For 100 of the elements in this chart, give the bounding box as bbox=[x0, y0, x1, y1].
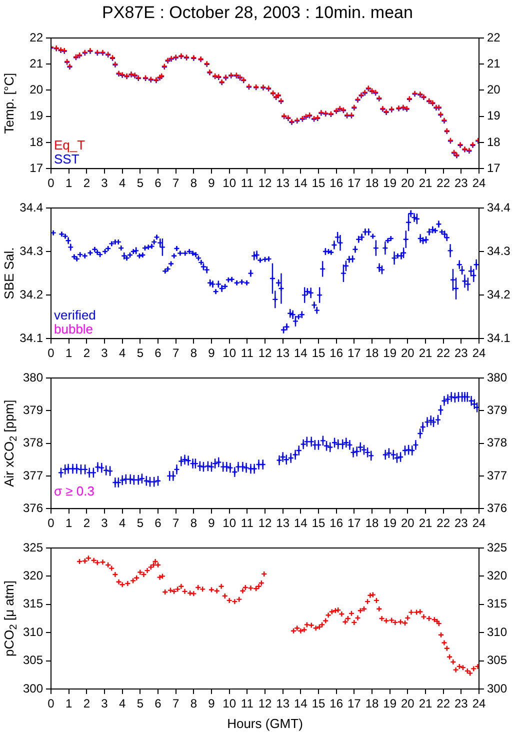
y2-tick-label: 377 bbox=[487, 468, 508, 482]
x-tick-label: 2 bbox=[83, 176, 90, 190]
annotation: σ ≥ 0.3 bbox=[54, 484, 94, 499]
x-tick-label: 9 bbox=[208, 176, 216, 190]
x-tick-label: 22 bbox=[436, 346, 450, 360]
y2-tick-label: 18 bbox=[487, 134, 501, 149]
x-tick-label: 20 bbox=[400, 176, 415, 190]
x-tick-label: 20 bbox=[400, 516, 415, 530]
y-tick-label: 377 bbox=[22, 468, 44, 482]
x-tick-label: 10 bbox=[222, 176, 236, 190]
y2-tick-label: 315 bbox=[487, 596, 508, 611]
x-tick-label: 12 bbox=[258, 696, 272, 711]
x-tick-label: 5 bbox=[136, 696, 144, 711]
x-tick-label: 6 bbox=[154, 346, 162, 360]
x-tick-label: 13 bbox=[276, 346, 290, 360]
y-tick-label: 20 bbox=[30, 82, 44, 97]
y-tick-label: 325 bbox=[22, 540, 44, 554]
x-tick-label: 10 bbox=[222, 516, 236, 530]
x-tick-label: 1 bbox=[65, 516, 72, 530]
x-tick-label: 15 bbox=[312, 516, 326, 530]
y2-tick-label: 17 bbox=[487, 160, 501, 175]
x-tick-label: 21 bbox=[418, 516, 432, 530]
x-tick-label: 23 bbox=[454, 176, 468, 190]
x-tick-label: 20 bbox=[400, 696, 415, 711]
y-axis-title: SBE Sal. bbox=[2, 247, 17, 300]
y-tick-label: 300 bbox=[22, 681, 44, 696]
x-tick-label: 5 bbox=[136, 516, 144, 530]
x-tick-label: 4 bbox=[118, 516, 126, 530]
x-tick-label: 4 bbox=[118, 176, 126, 190]
x-tick-label: 23 bbox=[454, 516, 468, 530]
x-tick-label: 16 bbox=[330, 696, 344, 711]
x-tick-label: 9 bbox=[208, 516, 216, 530]
x-tick-label: 17 bbox=[347, 516, 362, 530]
x-tick-label: 19 bbox=[383, 516, 397, 530]
y2-tick-label: 378 bbox=[487, 436, 508, 450]
x-tick-label: 5 bbox=[136, 346, 144, 360]
y-axis-title: Temp. [°C] bbox=[2, 72, 17, 134]
y-axis-title: Air xCO2 [ppm] bbox=[2, 400, 20, 487]
y-tick-label: 305 bbox=[22, 653, 44, 668]
x-tick-label: 13 bbox=[276, 696, 290, 711]
x-tick-label: 5 bbox=[136, 176, 144, 190]
x-tick-label: 6 bbox=[154, 176, 162, 190]
x-tick-label: 6 bbox=[154, 516, 162, 530]
y2-tick-label: 20 bbox=[487, 82, 501, 97]
x-tick-label: 11 bbox=[240, 516, 254, 530]
y-tick-label: 379 bbox=[22, 402, 44, 417]
x-tick-label: 11 bbox=[240, 346, 254, 360]
x-tick-label: 0 bbox=[48, 176, 55, 190]
y2-tick-label: 21 bbox=[487, 56, 501, 70]
x-tick-label: 4 bbox=[118, 346, 126, 360]
x-tick-label: 18 bbox=[365, 176, 379, 190]
x-tick-label: 17 bbox=[347, 346, 362, 360]
y2-tick-label: 34.4 bbox=[487, 200, 511, 214]
x-tick-label: 14 bbox=[294, 516, 308, 530]
x-tick-label: 2 bbox=[83, 516, 90, 530]
chart-title: PX87E : October 28, 2003 : 10min. mean bbox=[101, 2, 414, 24]
x-tick-label: 24 bbox=[472, 176, 486, 190]
x-tick-label: 8 bbox=[190, 516, 198, 530]
legend-label: bubble bbox=[54, 322, 94, 337]
y-tick-label: 315 bbox=[22, 596, 44, 611]
x-tick-label: 1 bbox=[65, 346, 72, 360]
x-tick-label: 1 bbox=[65, 696, 72, 711]
y2-tick-label: 379 bbox=[487, 402, 508, 417]
x-tick-label: 7 bbox=[172, 696, 180, 711]
y-tick-label: 19 bbox=[30, 108, 44, 123]
x-tick-label: 19 bbox=[383, 346, 397, 360]
x-tick-label: 22 bbox=[436, 176, 450, 190]
x-tick-label: 3 bbox=[101, 696, 108, 711]
y-axis-title: pCO2 [μ atm] bbox=[2, 580, 20, 656]
x-tick-label: 8 bbox=[190, 346, 198, 360]
x-tick-label: 18 bbox=[365, 696, 379, 711]
x-tick-label: 2 bbox=[83, 696, 90, 711]
x-tick-label: 14 bbox=[294, 176, 308, 190]
x-tick-label: 23 bbox=[454, 696, 468, 711]
x-tick-label: 19 bbox=[383, 176, 397, 190]
y-tick-label: 34.1 bbox=[20, 330, 44, 345]
x-tick-label: 16 bbox=[330, 516, 344, 530]
x-tick-label: 23 bbox=[454, 346, 468, 360]
y-tick-label: 378 bbox=[22, 436, 44, 450]
x-tick-label: 16 bbox=[330, 346, 344, 360]
x-tick-label: 9 bbox=[208, 696, 216, 711]
x-tick-label: 15 bbox=[312, 696, 326, 711]
x-tick-label: 24 bbox=[472, 696, 486, 711]
y2-tick-label: 376 bbox=[487, 500, 508, 515]
y-tick-label: 34.2 bbox=[20, 287, 44, 302]
y2-tick-label: 305 bbox=[487, 653, 508, 668]
x-tick-label: 2 bbox=[83, 346, 90, 360]
x-tick-label: 10 bbox=[222, 346, 236, 360]
y2-tick-label: 19 bbox=[487, 108, 501, 123]
x-tick-label: 15 bbox=[312, 176, 326, 190]
x-tick-label: 22 bbox=[436, 696, 450, 711]
y2-tick-label: 320 bbox=[487, 568, 508, 583]
x-tick-label: 24 bbox=[472, 346, 486, 360]
y-tick-label: 34.4 bbox=[20, 200, 44, 214]
x-tick-label: 0 bbox=[48, 696, 55, 711]
x-tick-label: 6 bbox=[154, 696, 162, 711]
x-tick-label: 13 bbox=[276, 176, 290, 190]
text: SST bbox=[54, 152, 80, 167]
x-tick-label: 18 bbox=[365, 516, 379, 530]
y-tick-label: 21 bbox=[30, 56, 44, 70]
